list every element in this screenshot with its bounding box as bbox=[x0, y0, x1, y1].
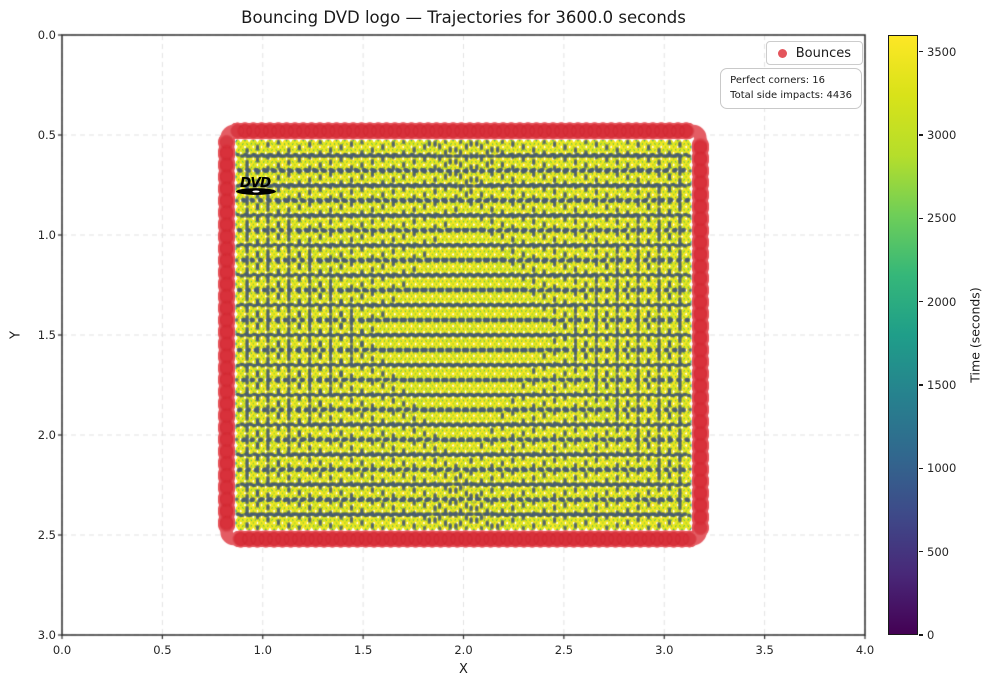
y-tick-label: 3.0 bbox=[37, 628, 56, 642]
x-tick-label: 0.5 bbox=[153, 643, 172, 657]
x-tick-label: 3.5 bbox=[755, 643, 774, 657]
y-tick-label: 2.5 bbox=[37, 528, 56, 542]
bounce-marker-icon bbox=[777, 48, 787, 58]
colorbar-tick-mark bbox=[919, 51, 923, 53]
colorbar-label: Time (seconds) bbox=[967, 287, 983, 383]
colorbar-tick-mark bbox=[919, 217, 923, 219]
x-tick-label: 4.0 bbox=[855, 643, 875, 657]
x-axis-label: X bbox=[459, 662, 468, 677]
x-tick-label: 2.5 bbox=[554, 643, 574, 657]
colorbar-tick-mark bbox=[919, 134, 923, 136]
x-tick-label: 1.5 bbox=[353, 643, 373, 657]
colorbar-tick-mark bbox=[919, 634, 923, 636]
plot-title: Bouncing DVD logo — Trajectories for 360… bbox=[241, 8, 686, 27]
y-tick-label: 2.0 bbox=[37, 428, 56, 442]
x-tick-label: 0.0 bbox=[52, 643, 72, 657]
legend-label: Bounces bbox=[795, 45, 851, 61]
colorbar-tick-label: 1500 bbox=[927, 378, 957, 392]
colorbar-tick-mark bbox=[919, 467, 923, 469]
colorbar-tick-label: 3000 bbox=[927, 128, 957, 142]
colorbar-tick-mark bbox=[919, 301, 923, 303]
dvd-logo: DVD bbox=[236, 175, 276, 195]
dvd-disc-hole bbox=[252, 190, 260, 193]
colorbar-tick-label: 1000 bbox=[927, 461, 957, 476]
legend: Bounces bbox=[765, 41, 863, 65]
colorbar-tick-label: 3500 bbox=[927, 44, 957, 59]
y-tick-label: 0.5 bbox=[37, 128, 56, 142]
dvd-logo-text: DVD bbox=[240, 175, 271, 191]
colorbar-tick-label: 2500 bbox=[927, 211, 957, 226]
y-axis-label: Y bbox=[8, 331, 24, 339]
y-tick-label: 1.0 bbox=[37, 228, 56, 242]
y-tick-label: 0.0 bbox=[37, 28, 56, 42]
side-impacts-text: Total side impacts: 4436 bbox=[730, 89, 852, 101]
x-tick-label: 2.0 bbox=[454, 643, 473, 657]
colorbar-tick-mark bbox=[919, 384, 923, 386]
x-tick-label: 3.0 bbox=[655, 643, 674, 657]
stats-annotation: Perfect corners: 16 Total side impacts: … bbox=[720, 68, 862, 109]
perfect-corners-text: Perfect corners: 16 bbox=[730, 75, 826, 86]
colorbar-tick-label: 0 bbox=[927, 628, 935, 642]
colorbar-tick-mark bbox=[919, 551, 923, 553]
colorbar-tick-label: 500 bbox=[927, 544, 949, 559]
colorbar bbox=[888, 35, 918, 635]
y-tick-label: 1.5 bbox=[37, 328, 56, 342]
colorbar-tick-label: 2000 bbox=[927, 294, 957, 309]
x-tick-label: 1.0 bbox=[253, 643, 272, 657]
